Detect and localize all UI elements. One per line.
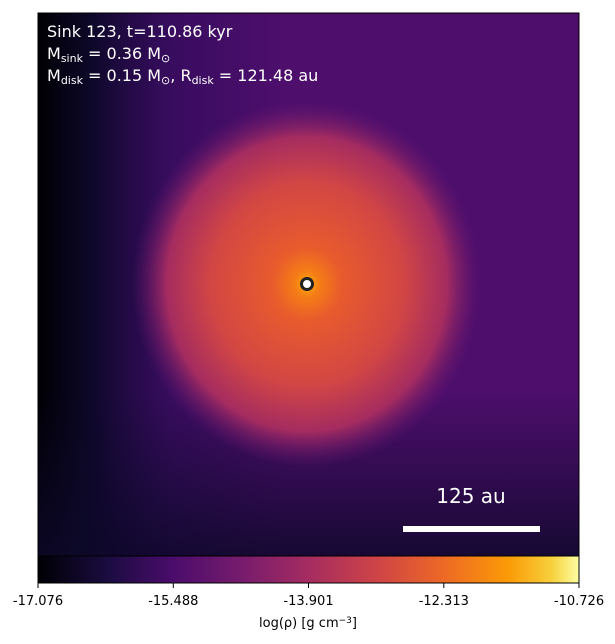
tick-label: -15.488 [148,594,198,609]
colorbar-label: log(ρ) [g cm−3] [259,616,357,631]
subscript: disk [61,74,84,87]
subscript: ⊙ [161,52,170,65]
annotation: Sink 123, t=110.86 kyr [47,22,233,41]
subscript: disk [192,74,215,87]
superscript: −3 [339,616,352,626]
text-part: ] [352,616,357,631]
tick-label: -17.076 [13,594,63,609]
subscript: sink [61,52,84,65]
text-part: = 0.36 M [83,44,161,63]
scale-bar-label: 125 au [436,484,505,508]
text-part: M [47,44,61,63]
text-part: log(ρ) [g cm [259,616,339,631]
text-part: = 0.15 M [83,66,161,85]
text-part: , R [170,66,191,85]
text-part: Sink 123, t=110.86 kyr [47,22,233,41]
sink-marker [300,277,314,291]
tick-label: -12.313 [419,594,469,609]
text-part: = 121.48 au [214,66,319,85]
tick-label: -10.726 [554,594,604,609]
colorbar [37,555,580,584]
subscript: ⊙ [161,74,170,87]
annotation: Mdisk = 0.15 M⊙, Rdisk = 121.48 au [47,66,318,87]
tick-label: -13.901 [283,594,333,609]
scale-bar [403,526,540,532]
annotation: Msink = 0.36 M⊙ [47,44,170,65]
text-part: M [47,66,61,85]
